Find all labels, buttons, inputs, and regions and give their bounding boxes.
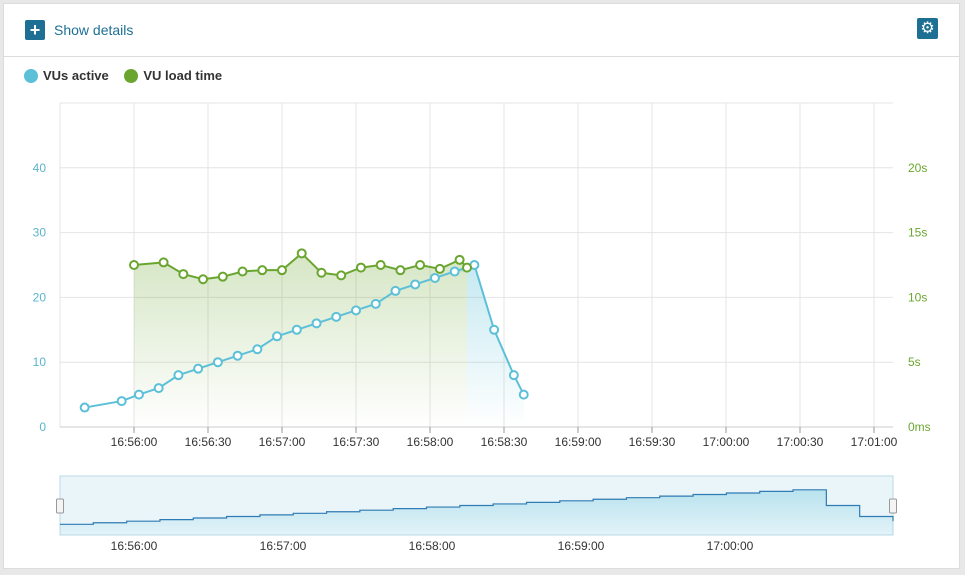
data-point-vus	[331, 311, 342, 322]
plus-icon[interactable]: +	[25, 20, 45, 40]
data-point-load	[415, 260, 426, 270]
x-tick-label: 17:01:00	[851, 435, 898, 449]
y-right-tick-label: 20s	[908, 161, 927, 175]
data-point-vus	[79, 402, 90, 413]
data-point-load	[129, 260, 139, 270]
data-point-vus	[449, 266, 460, 277]
data-point-vus	[351, 305, 361, 316]
legend-label-vus: VUs active	[43, 68, 109, 83]
data-point-vus	[489, 324, 500, 335]
x-tick-label: 16:58:00	[407, 435, 454, 449]
toolbar: + Show details ⚙	[4, 4, 959, 57]
x-tick-label: 16:57:30	[333, 435, 380, 449]
data-point-load	[296, 248, 307, 259]
x-tick-label: 17:00:00	[703, 435, 750, 449]
navigator-tick-label: 16:57:00	[260, 539, 307, 553]
legend-item-vus[interactable]: VUs active	[24, 68, 109, 83]
legend-dot-vus	[24, 68, 38, 83]
data-point-load	[355, 262, 366, 273]
legend-item-load[interactable]: VU load time	[124, 68, 222, 83]
navigator-handle-right[interactable]	[889, 498, 897, 514]
data-point-vus	[508, 370, 519, 381]
data-point-load	[158, 257, 169, 268]
x-tick-label: 16:59:30	[629, 435, 676, 449]
data-point-load	[434, 263, 445, 274]
data-point-vus	[252, 344, 263, 355]
data-point-load	[217, 271, 228, 282]
data-point-vus	[429, 272, 440, 283]
data-point-load	[316, 267, 327, 278]
y-left-tick-label: 20	[33, 290, 47, 304]
data-point-vus	[133, 389, 144, 400]
y-left-tick-label: 40	[33, 161, 47, 175]
data-point-vus	[232, 350, 243, 361]
series-area-load	[134, 253, 467, 427]
data-point-vus	[272, 331, 283, 342]
data-point-vus	[518, 389, 529, 400]
data-point-load	[454, 254, 465, 265]
data-point-load	[375, 260, 386, 270]
data-point-vus	[410, 279, 421, 290]
y-right-tick-label: 10s	[908, 290, 927, 304]
legend-label-load: VU load time	[143, 68, 223, 83]
data-point-load	[257, 265, 268, 276]
y-right-tick-label: 5s	[908, 355, 921, 369]
y-right-tick-label: 15s	[908, 226, 927, 240]
gear-icon[interactable]: ⚙	[917, 18, 938, 39]
data-point-vus	[153, 383, 164, 394]
show-details-button[interactable]: Show details	[54, 22, 134, 38]
data-point-vus	[212, 357, 223, 368]
navigator-tick-label: 16:58:00	[409, 539, 456, 553]
y-left-tick-label: 30	[33, 226, 47, 240]
data-point-vus	[173, 370, 184, 381]
data-point-load	[395, 265, 406, 276]
x-tick-label: 16:59:00	[555, 435, 602, 449]
data-point-load	[178, 269, 189, 280]
data-point-vus	[291, 324, 302, 335]
y-right-tick-label: 0ms	[908, 420, 931, 434]
data-point-load	[198, 274, 209, 285]
data-point-load	[277, 265, 287, 276]
navigator-tick-label: 17:00:00	[707, 539, 754, 553]
y-left-tick-label: 0	[39, 420, 46, 434]
navigator-tick-label: 16:59:00	[558, 539, 605, 553]
data-point-vus	[116, 396, 127, 407]
x-tick-label: 16:57:00	[259, 435, 306, 449]
y-left-tick-label: 10	[33, 355, 47, 369]
data-point-vus	[370, 298, 381, 309]
series-area-vus	[454, 265, 524, 427]
navigator-handle-left[interactable]	[56, 498, 64, 514]
x-tick-label: 17:00:30	[777, 435, 824, 449]
data-point-vus	[193, 363, 204, 374]
data-point-load	[237, 266, 248, 277]
x-tick-label: 16:56:00	[111, 435, 158, 449]
data-point-vus	[390, 285, 401, 296]
data-point-load	[336, 270, 347, 281]
x-tick-label: 16:58:30	[481, 435, 528, 449]
navigator-area	[60, 489, 893, 535]
legend: VUs active VU load time	[24, 68, 234, 86]
data-point-vus	[311, 318, 322, 329]
navigator-tick-label: 16:56:00	[111, 539, 158, 553]
navigator-line	[60, 489, 894, 525]
data-point-load	[462, 262, 472, 273]
x-tick-label: 16:56:30	[185, 435, 232, 449]
legend-dot-load	[124, 68, 139, 83]
